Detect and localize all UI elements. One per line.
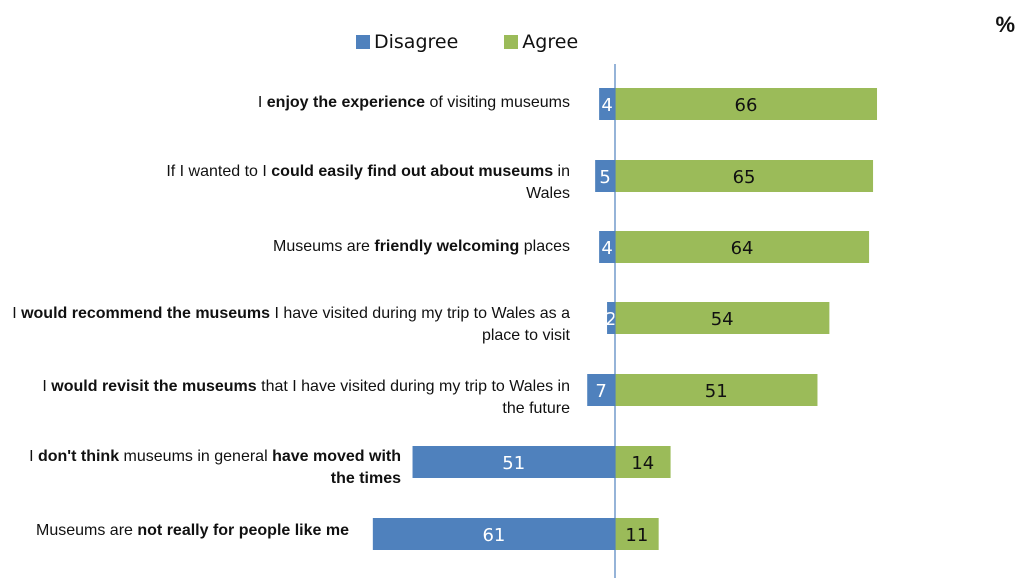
category-label: Museums are friendly welcoming places	[130, 236, 570, 258]
label-bold-run: don't think	[37, 448, 120, 465]
category-label: I would revisit the museums that I have …	[30, 376, 570, 420]
bar-agree	[615, 88, 878, 120]
label-bold-run: would revisit the museums	[51, 378, 257, 395]
label-text-run: Museums are	[273, 238, 375, 255]
data-label-disagree: 4	[601, 95, 612, 116]
label-bold-run: have moved with the times	[272, 448, 401, 487]
label-bold-run: enjoy the experience	[266, 94, 426, 111]
bar-agree	[615, 446, 671, 478]
bar-disagree	[599, 88, 615, 120]
label-text-run: I	[29, 448, 38, 465]
bar-disagree	[595, 160, 615, 192]
label-text-run: I	[42, 378, 52, 395]
legend-item-agree: Agree	[504, 31, 578, 53]
data-label-disagree: 61	[482, 525, 505, 546]
legend: Disagree Agree	[356, 31, 624, 53]
bar-disagree	[599, 231, 615, 263]
bar-disagree	[372, 518, 615, 550]
data-label-disagree: 7	[595, 381, 606, 402]
bar-agree	[615, 231, 870, 263]
bar-agree	[615, 160, 874, 192]
bar-disagree	[607, 302, 615, 334]
data-label-agree: 66	[735, 95, 758, 116]
data-label-agree: 51	[705, 381, 728, 402]
category-label: I don't think museums in general have mo…	[21, 446, 401, 490]
category-label: I would recommend the museums I have vis…	[10, 303, 570, 347]
bar-disagree	[412, 446, 615, 478]
category-label: Museums are not really for people like m…	[19, 520, 349, 542]
category-label: If I wanted to I could easily find out a…	[130, 161, 570, 205]
label-text-run: that I have visited during my trip to Wa…	[256, 378, 570, 417]
data-label-disagree: 4	[601, 238, 612, 259]
legend-label-disagree: Disagree	[374, 31, 459, 53]
data-label-agree: 64	[731, 238, 754, 259]
label-text-run: I	[12, 305, 22, 322]
bar-agree	[615, 302, 830, 334]
unit-label: %	[995, 12, 1015, 37]
data-label-disagree: 5	[599, 167, 610, 188]
bar-agree	[615, 374, 818, 406]
label-bold-run: not really for people like me	[137, 522, 349, 539]
label-text-run: of visiting museums	[425, 94, 571, 111]
label-bold-run: would recommend the museums	[21, 305, 271, 322]
legend-item-disagree: Disagree	[356, 31, 458, 53]
bar-agree	[615, 518, 659, 550]
bar-disagree	[587, 374, 615, 406]
data-label-disagree: 51	[502, 453, 525, 474]
label-bold-run: friendly welcoming	[374, 238, 520, 255]
data-label-disagree: 2	[605, 309, 616, 330]
data-label-agree: 14	[631, 453, 654, 474]
label-text-run: I	[257, 94, 267, 111]
data-label-agree: 65	[733, 167, 756, 188]
label-text-run: in Wales	[526, 163, 570, 202]
legend-label-agree: Agree	[522, 31, 579, 53]
category-label: I enjoy the experience of visiting museu…	[130, 92, 570, 114]
label-text-run: I have visited during my trip to Wales a…	[270, 305, 570, 344]
label-text-run: If I wanted to I	[166, 163, 272, 180]
legend-swatch-agree	[504, 35, 519, 49]
data-label-agree: 54	[711, 309, 734, 330]
data-label-agree: 11	[625, 525, 648, 546]
label-text-run: places	[519, 238, 570, 255]
label-text-run: museums in general	[119, 448, 273, 465]
label-bold-run: could easily find out about museums	[271, 163, 554, 180]
legend-swatch-disagree	[356, 35, 370, 49]
label-text-run: Museums are	[36, 522, 138, 539]
